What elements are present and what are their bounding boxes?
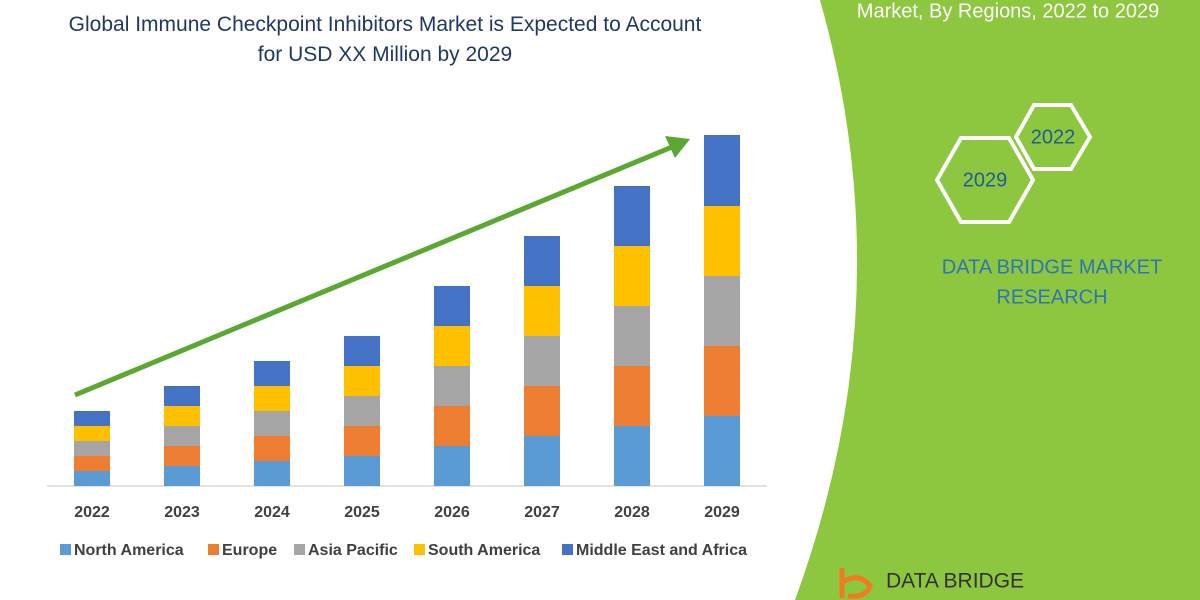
bar-segment (344, 336, 380, 366)
legend-swatch (294, 544, 305, 555)
bar-segment (434, 366, 470, 406)
bar-segment (254, 411, 290, 436)
legend-swatch (60, 544, 71, 555)
bar-segment (164, 426, 200, 446)
bar-segment (344, 396, 380, 426)
bar-segment (434, 286, 470, 326)
bar-segment (344, 456, 380, 486)
bar-segment (524, 386, 560, 436)
bar-segment (524, 336, 560, 386)
bar-segment (614, 246, 650, 306)
badge-text: 2022 (1031, 126, 1076, 148)
bar-segment (344, 366, 380, 396)
bar-segment (614, 186, 650, 246)
legend-swatch (208, 544, 219, 555)
legend-swatch (562, 544, 573, 555)
bar-segment (614, 426, 650, 486)
bar-segment (74, 456, 110, 471)
badge-text: 2029 (963, 169, 1008, 191)
x-tick-label: 2026 (434, 504, 470, 521)
x-tick-label: 2025 (344, 504, 380, 521)
bar-segment (434, 326, 470, 366)
bar-segment (524, 236, 560, 286)
bar-segment (434, 446, 470, 486)
bar-segment (704, 135, 740, 206)
bar-segment (74, 471, 110, 486)
side-panel-bg (795, 0, 1200, 600)
logo-text: DATA BRIDGE (886, 570, 1024, 593)
logo-icon (839, 568, 873, 599)
legend-label: Asia Pacific (308, 542, 398, 559)
bar-segment (614, 306, 650, 366)
brand-text: RESEARCH (996, 286, 1107, 308)
legend-label: South America (428, 542, 540, 559)
x-tick-label: 2027 (524, 504, 560, 521)
bar-segment (344, 426, 380, 456)
bar-segment (254, 361, 290, 386)
bar-segment (164, 446, 200, 466)
badge-hex (1013, 103, 1093, 171)
x-tick-label: 2028 (614, 504, 650, 521)
bar-segment (74, 441, 110, 456)
bar-segment (164, 386, 200, 406)
trend-arrow-head (665, 136, 690, 158)
bar-segment (524, 436, 560, 486)
legend-swatch (414, 544, 425, 555)
legend-label: Middle East and Africa (576, 542, 747, 559)
panel-heading: Market, By Regions, 2022 to 2029 (857, 0, 1159, 22)
bar-segment (704, 206, 740, 276)
x-tick-label: 2022 (74, 504, 110, 521)
bar-segment (434, 406, 470, 446)
brand-text: DATA BRIDGE MARKET (942, 256, 1162, 278)
x-tick-label: 2024 (254, 504, 290, 521)
chart-title: Global Immune Checkpoint Inhibitors Mark… (68, 13, 702, 66)
x-tick-label: 2029 (704, 504, 740, 521)
bar-segment (524, 286, 560, 336)
bar-segment (254, 436, 290, 461)
bar-segment (254, 461, 290, 486)
bar-segment (704, 416, 740, 486)
bar-segment (614, 366, 650, 426)
legend-label: North America (74, 542, 184, 559)
legend-label: Europe (222, 542, 277, 559)
bar-segment (704, 346, 740, 416)
bar-segment (164, 466, 200, 486)
badge-hex (934, 136, 1036, 224)
x-tick-label: 2023 (164, 504, 200, 521)
bar-segment (74, 426, 110, 441)
bar-segment (164, 406, 200, 426)
bar-segment (254, 386, 290, 411)
bar-segment (74, 411, 110, 426)
bar-segment (704, 276, 740, 346)
trend-arrow (74, 144, 673, 398)
